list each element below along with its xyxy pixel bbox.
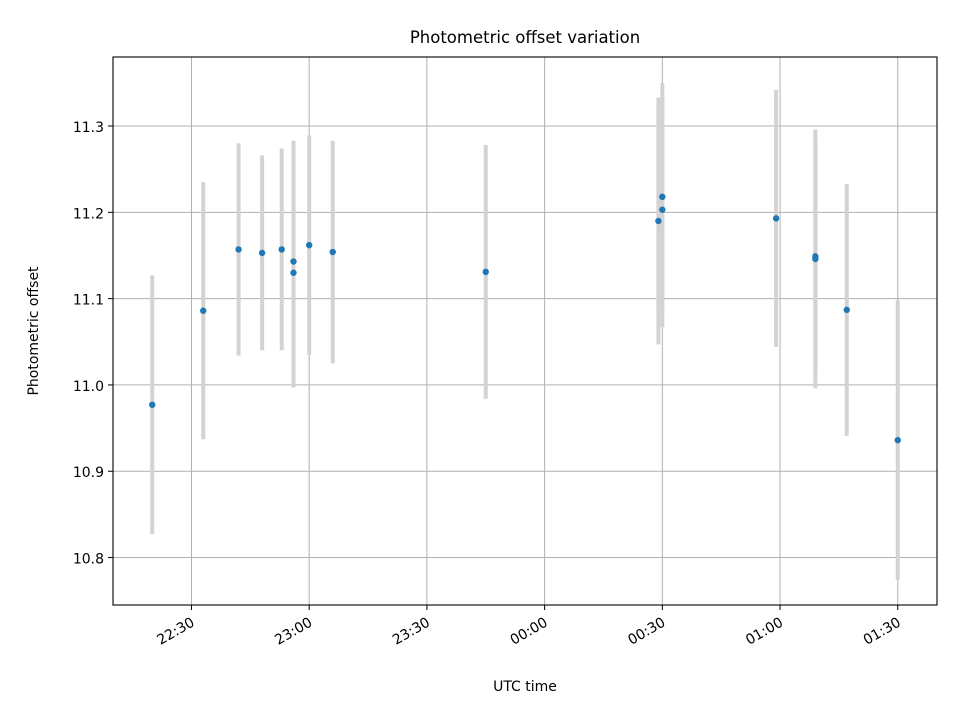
data-point bbox=[844, 307, 850, 313]
chart-title: Photometric offset variation bbox=[410, 28, 640, 47]
y-tick-label: 11.1 bbox=[73, 293, 104, 309]
x-tick-label: 01:30 bbox=[861, 615, 904, 649]
data-point bbox=[235, 246, 241, 252]
data-point bbox=[290, 270, 296, 276]
data-point bbox=[290, 258, 296, 264]
x-tick-label: 01:00 bbox=[743, 615, 786, 649]
data-point bbox=[812, 253, 818, 259]
y-tick-label: 10.9 bbox=[73, 465, 104, 481]
data-point bbox=[279, 246, 285, 252]
data-point bbox=[259, 250, 265, 256]
data-point bbox=[659, 194, 665, 200]
y-tick-label: 10.8 bbox=[73, 552, 104, 568]
data-point bbox=[655, 218, 661, 224]
data-point bbox=[200, 308, 206, 314]
x-tick-label: 22:30 bbox=[155, 615, 198, 649]
x-axis-ticks: 22:30 23:00 23:30 00:00 00:30 01:00 01:30 bbox=[155, 605, 904, 649]
y-tick-label: 11.2 bbox=[73, 206, 104, 222]
data-point bbox=[483, 269, 489, 275]
data-point bbox=[330, 249, 336, 255]
x-axis-label: UTC time bbox=[493, 679, 557, 695]
x-tick-label: 00:00 bbox=[508, 615, 551, 649]
x-tick-label: 23:00 bbox=[272, 615, 315, 649]
x-tick-label: 23:30 bbox=[390, 615, 433, 649]
data-point bbox=[773, 215, 779, 221]
data-point bbox=[149, 402, 155, 408]
data-point bbox=[895, 437, 901, 443]
data-point bbox=[306, 242, 312, 248]
y-axis-label: Photometric offset bbox=[26, 266, 42, 396]
y-tick-label: 11.3 bbox=[73, 120, 104, 136]
data-point bbox=[659, 207, 665, 213]
error-bars bbox=[152, 83, 898, 580]
x-tick-label: 00:30 bbox=[625, 615, 668, 649]
y-tick-label: 11.0 bbox=[73, 379, 104, 395]
y-axis-ticks: 10.8 10.9 11.0 11.1 11.2 11.3 bbox=[73, 120, 113, 567]
photometric-offset-chart: Photometric offset variation 10.8 10.9 11.… bbox=[0, 0, 960, 720]
